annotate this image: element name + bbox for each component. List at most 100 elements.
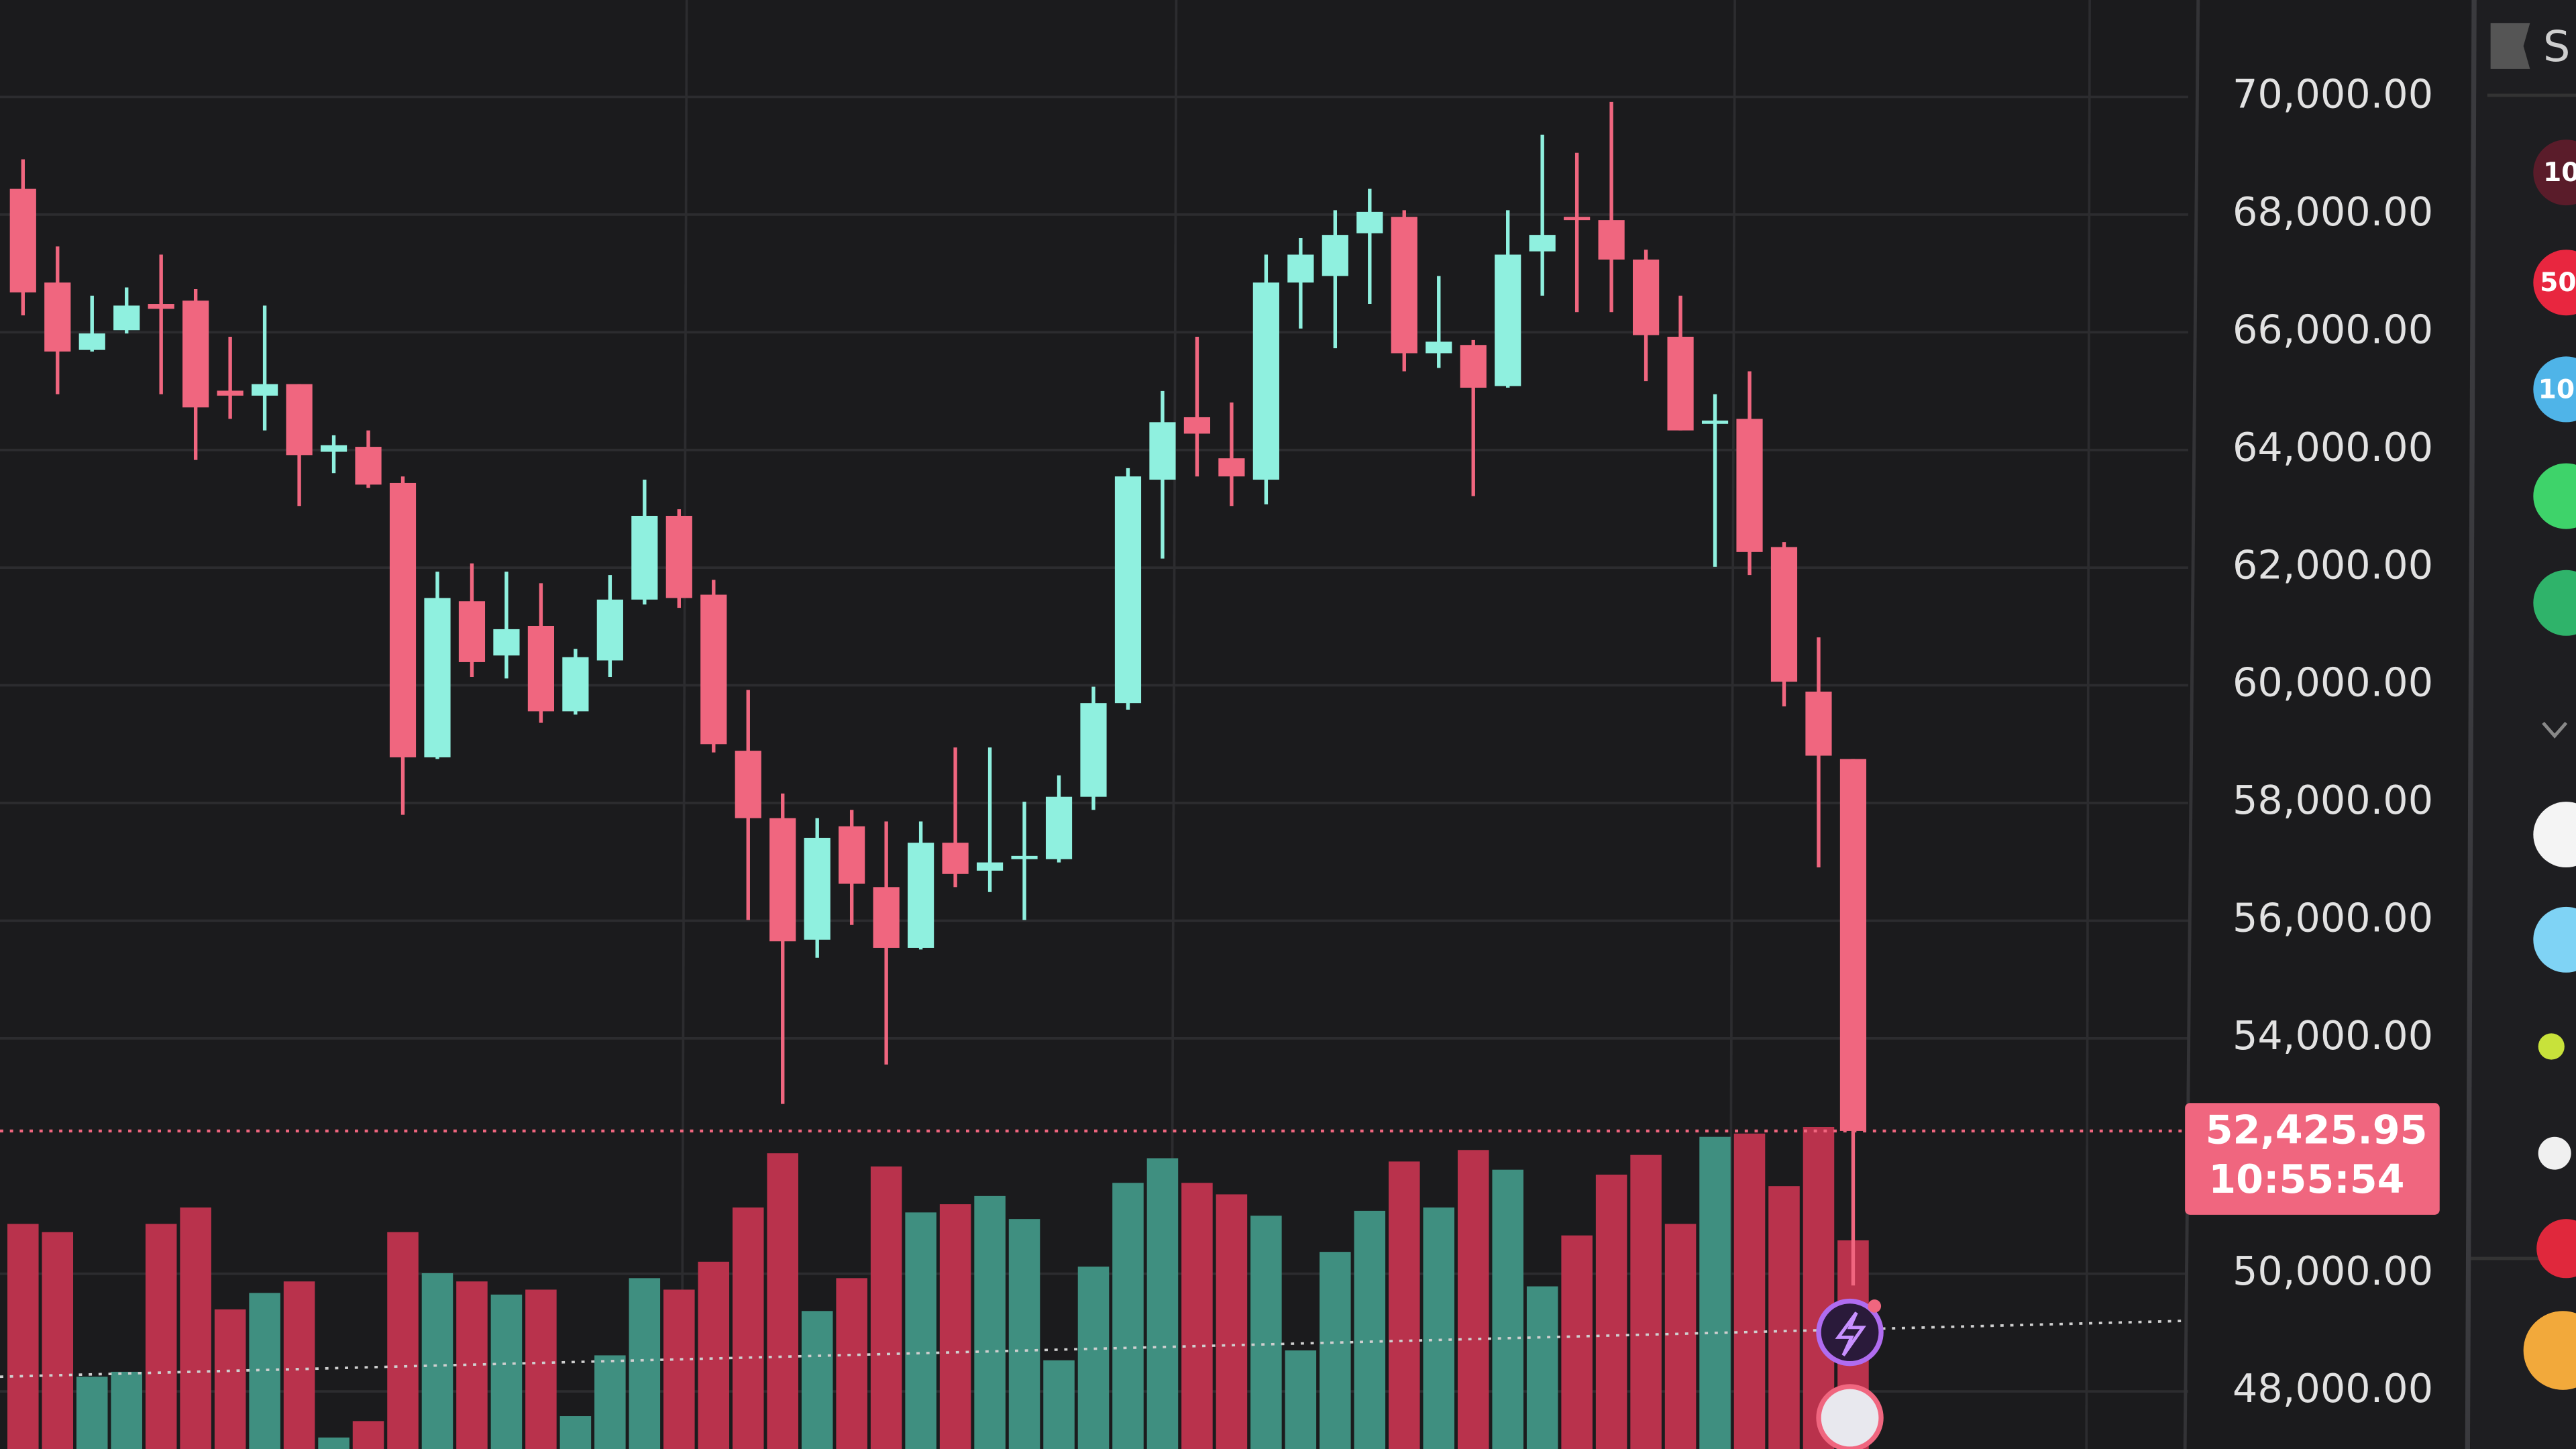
notification-dot [1868, 1299, 1882, 1313]
candle-body [1183, 417, 1211, 434]
last-price-box [2185, 1103, 2440, 1215]
candle-body [596, 599, 623, 661]
candle-body [1114, 476, 1142, 704]
app-icon[interactable] [2533, 463, 2576, 529]
badge-icon[interactable] [2533, 356, 2576, 423]
badge-text: 10 [2543, 158, 2576, 188]
sidebar [2471, 0, 2576, 1449]
candle-body [1633, 259, 1660, 335]
volume-bar [1285, 1350, 1317, 1449]
grid-line-v [2085, 0, 2091, 1449]
volume-bar [559, 1416, 592, 1449]
chevron[interactable] [2542, 721, 2568, 739]
candle-body [908, 843, 934, 948]
flag-button[interactable] [2490, 23, 2530, 69]
candle-body [1391, 217, 1417, 354]
candle-body [665, 515, 692, 598]
volume-bar [1733, 1133, 1766, 1449]
candle-body [735, 751, 761, 818]
volume-bar [732, 1208, 764, 1449]
app-icon[interactable] [2533, 906, 2576, 973]
candle-body [78, 333, 105, 350]
volume-bar [1630, 1155, 1662, 1449]
volume-bar [1008, 1219, 1040, 1449]
app-icon[interactable] [2533, 802, 2576, 868]
bitcoin-icon[interactable] [2523, 1311, 2576, 1390]
volume-bar [836, 1278, 867, 1449]
y-tick-label: 54,000.00 [2233, 1012, 2433, 1059]
volume-bar [283, 1281, 315, 1449]
candle-body [148, 304, 174, 309]
y-tick-label: 66,000.00 [2233, 306, 2433, 352]
sidebar-header: S [2543, 22, 2570, 72]
volume-bar [663, 1289, 695, 1449]
candle-body [1426, 341, 1452, 354]
volume-bar [1320, 1252, 1351, 1449]
candle-body [1495, 254, 1521, 386]
volume-bar [1181, 1183, 1213, 1449]
candle-body [527, 625, 554, 712]
app-icon[interactable] [2538, 1033, 2565, 1060]
volume-bar [180, 1208, 211, 1449]
volume-bar [42, 1232, 74, 1449]
volume-bar [801, 1311, 833, 1449]
badge-icon[interactable] [2533, 250, 2576, 316]
volume-bar [1664, 1224, 1697, 1449]
app-icon[interactable] [2536, 1219, 2576, 1279]
volume-bar [1699, 1136, 1731, 1449]
volume-bar [1526, 1286, 1558, 1449]
candle-body [1045, 796, 1073, 859]
candle-body [1564, 217, 1591, 221]
volume-bar [7, 1224, 39, 1449]
sidebar-icons[interactable]: 10 50 100 [2523, 140, 2576, 1390]
badge-text: 100 [2538, 374, 2576, 405]
volume-bar [145, 1224, 177, 1449]
volume-bar [76, 1377, 108, 1449]
badge-icon[interactable] [2533, 140, 2576, 206]
candle-body [1736, 419, 1763, 552]
volume-bar [870, 1166, 902, 1449]
app-icon[interactable] [2538, 1136, 2571, 1170]
last-price-label: 52,425.95 [2206, 1106, 2428, 1152]
candle-body [1460, 345, 1487, 388]
candle-body [1667, 336, 1694, 431]
candle-body [1529, 235, 1556, 252]
candle-body [286, 384, 313, 455]
candle-body [1080, 703, 1107, 797]
y-tick-label: 56,000.00 [2233, 895, 2433, 941]
sidebar-border [2465, 0, 2477, 1449]
grid-line-v [1728, 0, 1736, 1449]
candle-body [320, 445, 347, 452]
volume-bar [1146, 1158, 1179, 1449]
volume-bar [1492, 1169, 1523, 1449]
volume-bar [1595, 1175, 1627, 1449]
y-tick-label: 58,000.00 [2233, 777, 2433, 823]
volume-bar [1216, 1194, 1248, 1449]
volume-layer [7, 1127, 1869, 1449]
candle-body [700, 594, 727, 745]
candle-body [769, 818, 796, 942]
volume-bar [1768, 1186, 1800, 1449]
candle-body [839, 826, 865, 884]
candle-body [389, 482, 417, 757]
candle-body [1805, 691, 1832, 756]
candle-body [44, 282, 71, 352]
countdown-label: 10:55:54 [2208, 1156, 2404, 1202]
candle-body [458, 601, 486, 662]
y-tick-label: 50,000.00 [2233, 1248, 2433, 1294]
flag-icon[interactable] [1816, 1384, 1884, 1449]
y-tick-label: 60,000.00 [2233, 659, 2433, 706]
y-tick-label: 70,000.00 [2233, 71, 2433, 117]
volume-bar [111, 1371, 142, 1449]
lightning-icon[interactable] [1816, 1298, 1884, 1366]
candle-body [1701, 420, 1729, 424]
volume-bar [1077, 1267, 1110, 1449]
y-tick-label: 62,000.00 [2233, 541, 2433, 588]
app-icon[interactable] [2533, 570, 2576, 636]
badge-text: 50 [2540, 268, 2576, 298]
volume-bar [318, 1437, 350, 1449]
candle-body [1252, 282, 1279, 480]
candle-body [182, 301, 209, 408]
